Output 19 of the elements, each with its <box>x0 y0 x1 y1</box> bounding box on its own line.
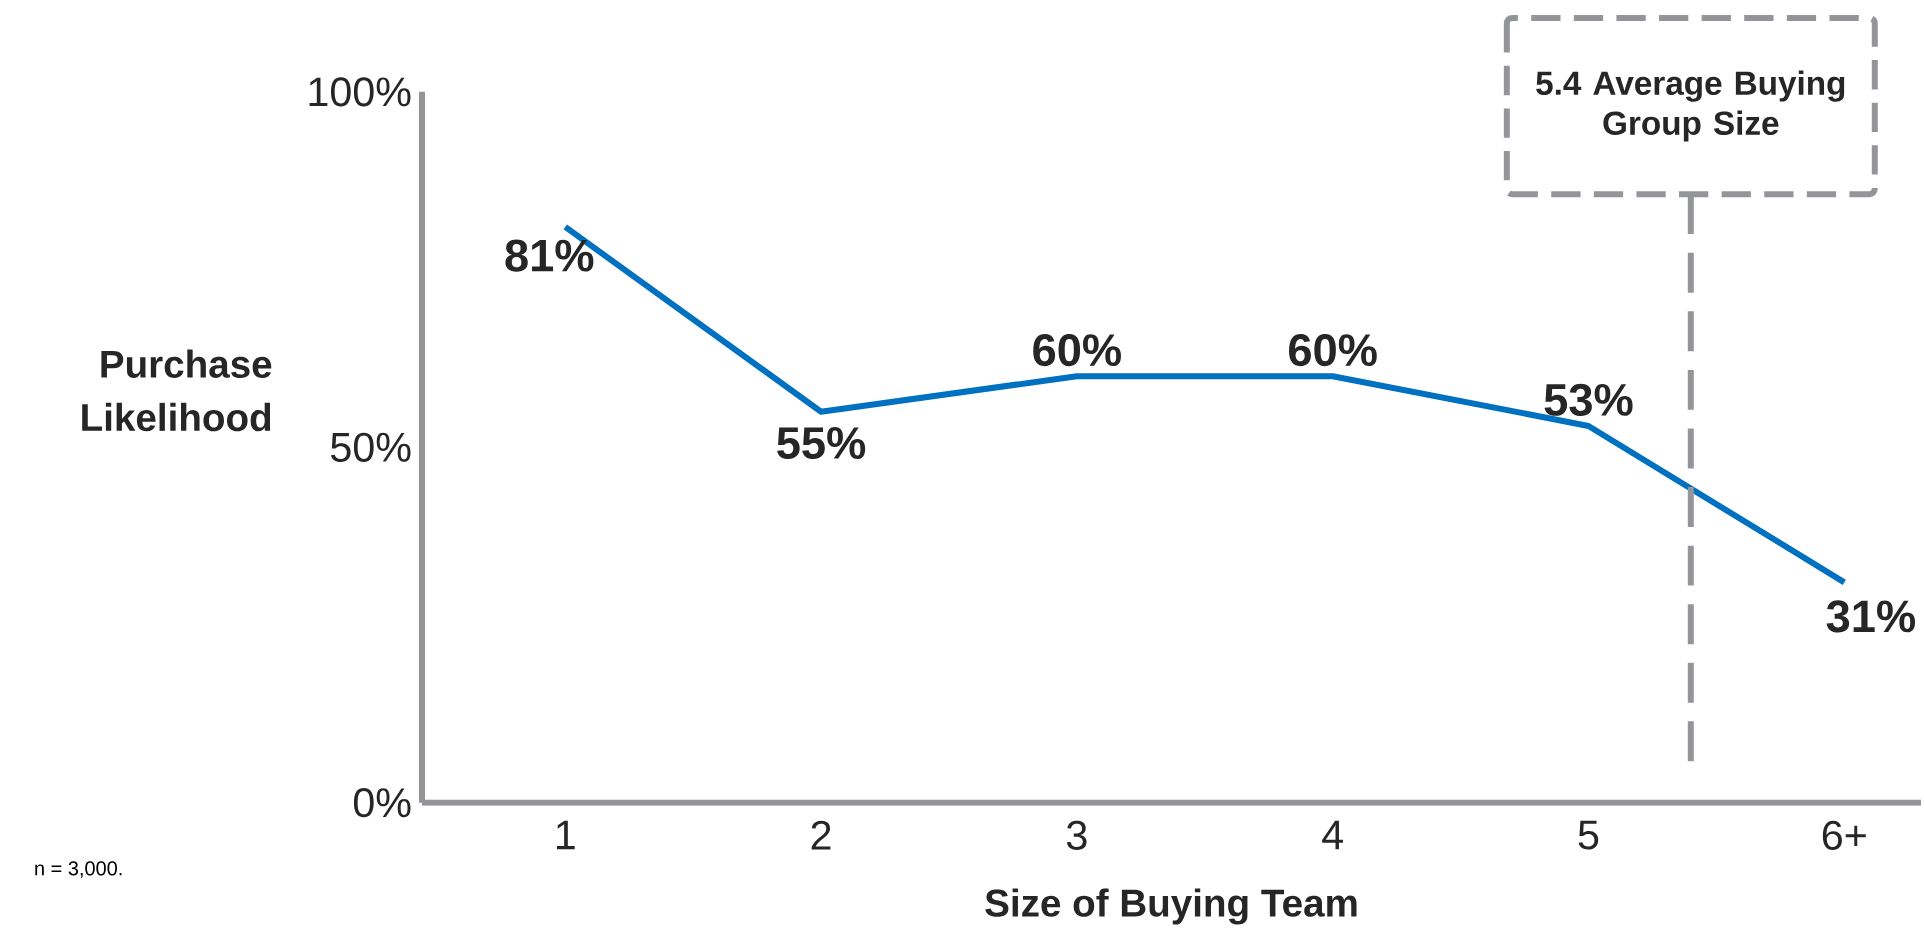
x-tick-label: 1 <box>556 820 575 850</box>
data-label: 53% <box>1544 383 1633 416</box>
data-label: 60% <box>1289 334 1377 367</box>
y-tick-label: 0% <box>353 788 411 818</box>
data-label: 55% <box>777 427 866 460</box>
x-tick-label: 4 <box>1322 820 1343 850</box>
x-tick-label: 3 <box>1066 820 1087 851</box>
y-tick-label: 50% <box>331 432 411 462</box>
data-label: 60% <box>1033 334 1121 367</box>
y-axis-title: Purchase Likelihood <box>82 349 272 432</box>
x-axis-title: Size of Buying Team <box>985 888 1357 925</box>
x-tick-label: 6+ <box>1822 820 1866 851</box>
data-label: 81% <box>505 239 594 272</box>
data-label: 31% <box>1826 600 1916 633</box>
text: n = 3,000. <box>35 861 122 878</box>
x-tick-label: 2 <box>811 820 831 850</box>
ref-line-label: 5.4 Average Buying Group Size <box>1536 70 1845 142</box>
y-tick-label: 100% <box>309 77 411 107</box>
x-tick-label: 5 <box>1578 820 1599 850</box>
